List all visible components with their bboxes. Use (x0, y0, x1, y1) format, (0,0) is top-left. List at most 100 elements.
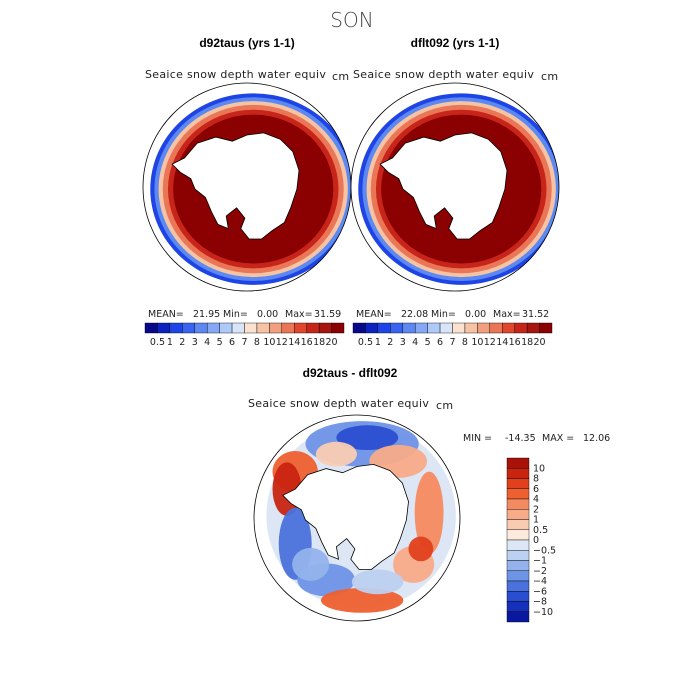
colorbar-label: 5 (425, 337, 431, 348)
colorbar-label: −10 (533, 607, 553, 618)
diff-anomaly (292, 547, 330, 581)
panel-title: dflt092 (yrs 1-1) (411, 36, 500, 50)
panel-title: d92taus (yrs 1-1) (199, 36, 294, 50)
min-value: 0.00 (465, 309, 486, 320)
colorbar-label: 0.5 (533, 525, 548, 536)
colorbar-label: 3 (192, 337, 198, 348)
colorbar-label: 6 (229, 337, 235, 348)
colorbar-label: −6 (533, 586, 547, 597)
colorbar-swatch (506, 498, 530, 510)
map-border (253, 414, 461, 622)
panel-title: d92taus - dflt092 (303, 366, 398, 380)
polar-map (142, 82, 352, 292)
colorbar-swatch (439, 322, 453, 334)
colorbar-swatch (281, 322, 295, 334)
colorbar-label: 20 (534, 337, 546, 348)
antarctica-outline (282, 463, 409, 570)
colorbar-swatch (506, 580, 530, 592)
antarctica-outline (171, 132, 300, 240)
colorbar-swatch (539, 322, 553, 334)
colorbar-label: −4 (533, 576, 547, 587)
colorbar-swatch (506, 488, 530, 500)
colorbar-label: 6 (437, 337, 443, 348)
colorbar-label: 2 (533, 504, 539, 515)
max-value: 12.06 (583, 433, 610, 444)
colorbar-swatch (506, 478, 530, 489)
map-border (350, 82, 560, 292)
colorbar-swatch (169, 322, 183, 334)
colorbar-swatch (489, 322, 503, 334)
season-title: SON (330, 8, 373, 32)
colorbar-label: −2 (533, 566, 547, 577)
colorbar-swatch (477, 322, 491, 334)
polar-map (350, 82, 560, 292)
colorbar-swatch (231, 322, 245, 334)
colorbar-label: 14 (288, 337, 300, 348)
colorbar-swatch (464, 322, 478, 334)
colorbar-label: 3 (400, 337, 406, 348)
max-value: 31.52 (522, 309, 549, 320)
min-label: Min= (223, 309, 248, 320)
colorbar-swatch (414, 322, 428, 334)
colorbar-swatch (182, 322, 195, 334)
colorbar-label: 10 (533, 463, 545, 474)
colorbar-label: 0.5 (150, 337, 165, 348)
min-value: -14.35 (505, 433, 536, 444)
colorbar-swatch (506, 457, 530, 469)
colorbar-label: 8 (533, 474, 539, 485)
colorbar-label: 12 (276, 337, 288, 348)
colorbar-swatch (219, 322, 233, 334)
max-label: Max= (493, 309, 521, 320)
colorbar-label: −1 (533, 556, 547, 567)
colorbar-swatch (506, 509, 530, 520)
min-label: Min= (431, 309, 456, 320)
min-value: 0.00 (257, 309, 278, 320)
colorbar-label: 20 (326, 337, 338, 348)
colorbar-label: 7 (241, 337, 247, 348)
variable-label: Seaice snow depth water equiv (353, 68, 534, 81)
colorbar-swatch (269, 322, 283, 334)
colorbar-label: 7 (449, 337, 455, 348)
colorbar-swatch (402, 322, 416, 334)
colorbar-swatch (194, 322, 208, 334)
colorbar-swatch (318, 322, 332, 334)
colorbar-swatch (144, 322, 158, 334)
colorbar-swatch (294, 322, 307, 334)
colorbar-swatch (506, 539, 530, 551)
colorbar-label: 8 (254, 337, 260, 348)
colorbar-swatch (506, 519, 530, 530)
colorbar-label: 2 (179, 337, 185, 348)
colorbar-swatch (365, 322, 379, 334)
colorbar-label: −0.5 (533, 545, 556, 556)
colorbar-label: 8 (462, 337, 468, 348)
colorbar-label: 18 (521, 337, 533, 348)
colorbar-swatch (506, 611, 530, 623)
colorbar-label: 18 (313, 337, 325, 348)
colorbar-swatch (244, 322, 258, 334)
colorbar-label: 1 (533, 515, 539, 526)
colorbar-label: 10 (471, 337, 483, 348)
units-label: cm (332, 70, 349, 83)
colorbar-swatch (306, 322, 320, 334)
panel-dflt092: dflt092 (yrs 1-1) Seaice snow depth wate… (350, 36, 560, 348)
max-label: MAX = (542, 433, 574, 444)
mean-value: 22.08 (401, 309, 428, 320)
colorbar-swatch (256, 322, 270, 334)
colorbar-swatch (514, 322, 528, 334)
colorbar-label: −8 (533, 597, 547, 608)
mean-label: MEAN= (356, 309, 392, 320)
colorbar-label: 5 (217, 337, 223, 348)
diff-anomaly (351, 569, 404, 595)
colorbar-label: 2 (387, 337, 393, 348)
colorbar-swatch (157, 322, 171, 334)
diff-anomaly (414, 471, 444, 555)
panel-d92taus: d92taus (yrs 1-1) Seaice snow depth wate… (142, 36, 352, 348)
polar-map (253, 414, 461, 622)
colorbar-label: 10 (263, 337, 275, 348)
colorbar-label: 16 (301, 337, 313, 348)
colorbar-label: 4 (412, 337, 418, 348)
colorbar-swatch (206, 322, 220, 334)
colorbar-label: 4 (204, 337, 210, 348)
